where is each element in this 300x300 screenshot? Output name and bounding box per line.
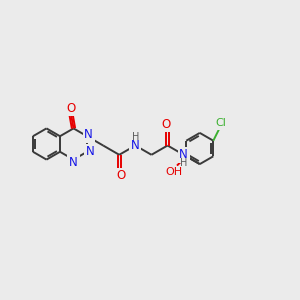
Text: N: N	[86, 145, 94, 158]
Text: N: N	[131, 139, 140, 152]
Text: N: N	[69, 156, 78, 169]
Text: N: N	[179, 148, 188, 161]
Text: O: O	[161, 118, 171, 130]
Text: Cl: Cl	[216, 118, 227, 128]
Text: H: H	[132, 132, 139, 142]
Text: OH: OH	[165, 167, 182, 177]
Text: H: H	[180, 158, 188, 168]
Text: O: O	[116, 169, 125, 182]
Text: O: O	[67, 102, 76, 115]
Text: N: N	[84, 128, 93, 141]
